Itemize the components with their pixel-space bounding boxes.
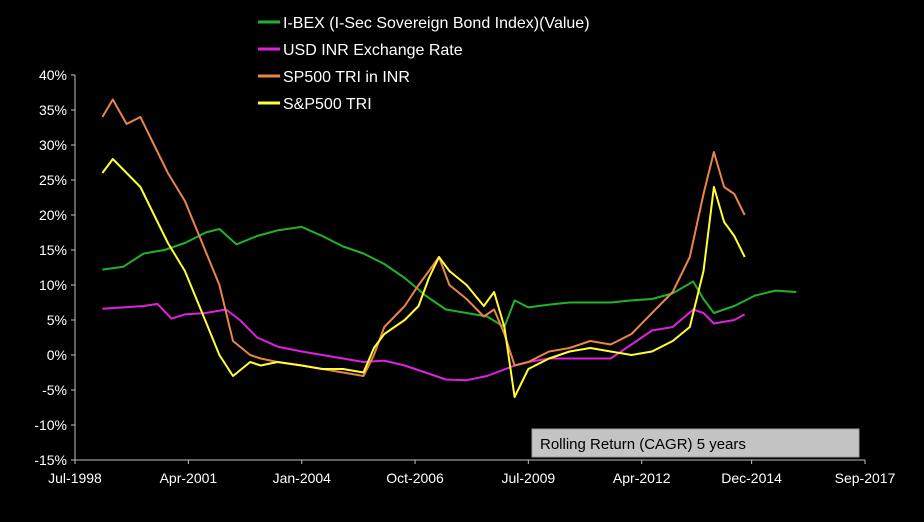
x-tick-label: Sep-2017 <box>835 470 896 486</box>
legend-label: S&P500 TRI <box>283 96 372 113</box>
x-tick-label: Dec-2014 <box>721 470 782 486</box>
y-tick-label: 5% <box>47 312 67 328</box>
legend-label: SP500 TRI in INR <box>283 69 410 86</box>
y-tick-label: -5% <box>42 382 67 398</box>
legend-label: USD INR Exchange Rate <box>283 42 463 59</box>
y-tick-label: 40% <box>39 67 67 83</box>
axes: -15% -10% -5% 0% 5% 10% 15% 20% 25% 30% 35% 40% Jul-… <box>34 67 895 486</box>
y-tick-label: 30% <box>39 137 67 153</box>
x-tick-label: Jul-1998 <box>48 470 102 486</box>
legend: I-BEX (I-Sec Sovereign Bond Index)(Value… <box>188 3 700 115</box>
x-tick-label: Oct-2006 <box>386 470 444 486</box>
x-tick-label: Apr-2001 <box>160 470 218 486</box>
annotation-text: Rolling Return (CAGR) 5 years <box>540 436 746 453</box>
x-tick-label: Jan-2004 <box>273 470 332 486</box>
x-tick-label: Apr-2012 <box>613 470 671 486</box>
y-tick-label: 0% <box>47 347 67 363</box>
y-tick-label: -10% <box>34 417 67 433</box>
x-tick-label: Jul-2009 <box>501 470 555 486</box>
annotation-frame <box>531 428 860 458</box>
y-tick-label: 10% <box>39 277 67 293</box>
series-line <box>101 98 746 377</box>
y-tick-label: 20% <box>39 207 67 223</box>
series-line <box>102 302 746 382</box>
annotation-box: Rolling Return (CAGR) 5 years <box>531 428 860 458</box>
plot-area <box>101 98 797 398</box>
series-line <box>101 158 746 398</box>
y-tick-label: 35% <box>39 102 67 118</box>
y-tick-label: -15% <box>34 452 67 468</box>
y-tick-label: 25% <box>39 172 67 188</box>
legend-label: I-BEX (I-Sec Sovereign Bond Index)(Value… <box>283 15 590 32</box>
y-tick-label: 15% <box>39 242 67 258</box>
series-line <box>102 225 797 328</box>
